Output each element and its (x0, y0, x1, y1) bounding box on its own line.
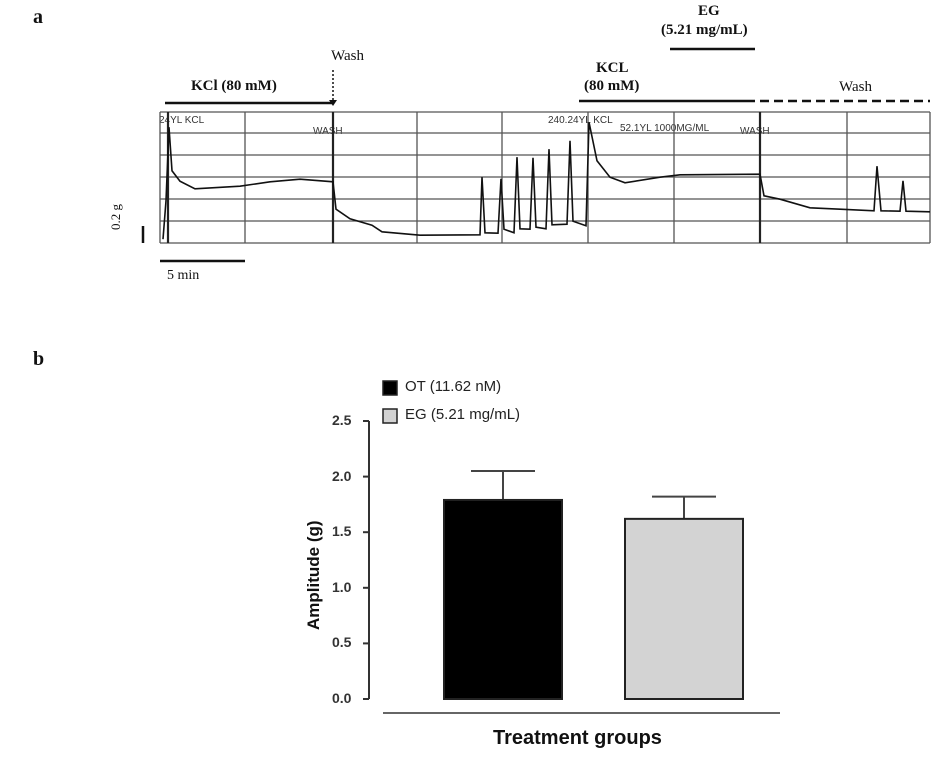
trace-mark: 52.1YL 1000MG/ML (620, 123, 710, 134)
legend-swatch (382, 408, 398, 424)
eg-annotation-name: EG (698, 3, 720, 19)
panel-a-label: a (33, 6, 43, 28)
y-axis-label: Amplitude (g) (304, 520, 323, 630)
legend-swatch (382, 380, 398, 396)
panel-b-label: b (33, 348, 45, 370)
force-trace (162, 122, 931, 240)
eg-annotation-conc: (5.21 mg/mL) (661, 22, 748, 38)
wash-arrowhead (329, 100, 337, 106)
trace-mark: 24YL KCL (159, 115, 205, 126)
y-tick-label: 0.5 (332, 634, 352, 651)
trace-recording (141, 47, 931, 263)
legend-label-ot: OT (11.62 nM) (405, 378, 502, 395)
kcl-annotation: KCl (80 mM) (191, 78, 277, 94)
trace-mark: 240.24YL KCL (548, 115, 613, 126)
wash-annotation-2: Wash (839, 79, 872, 95)
bar-ot (443, 498, 563, 700)
bar-eg (624, 517, 744, 701)
legend-label-eg: EG (5.21 mg/mL) (405, 406, 521, 423)
y-tick-label: 1.5 (332, 523, 352, 540)
y-tick-label: 0.0 (332, 690, 352, 706)
kcl2-annotation-name: KCL (596, 60, 629, 76)
y-tick-label: 1.0 (332, 578, 352, 595)
trace-mark: WASH (740, 126, 770, 137)
wash-annotation-1: Wash (331, 48, 364, 64)
trace-mark: WASH (313, 126, 343, 137)
x-axis-label: Treatment groups (493, 727, 662, 749)
y-tick-label: 2.5 (332, 412, 352, 428)
kcl2-annotation-conc: (80 mM) (584, 78, 640, 94)
scale-bar-x-label: 5 min (167, 268, 200, 283)
y-tick-label: 2.0 (332, 467, 352, 484)
